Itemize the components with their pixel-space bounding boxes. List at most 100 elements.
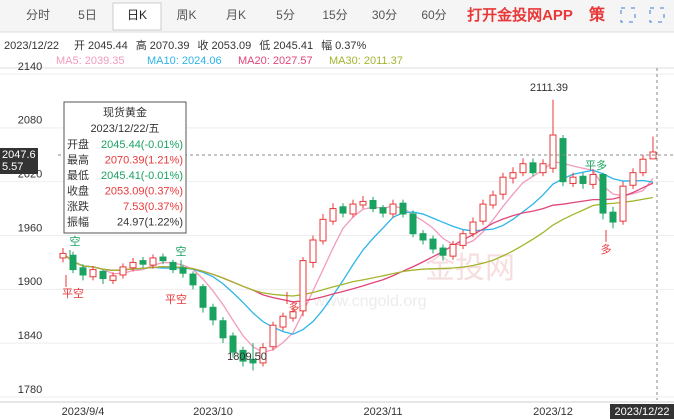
ma-legend: MA10: 2024.06	[147, 55, 222, 67]
candle-body	[499, 176, 507, 195]
candle-body	[579, 175, 587, 184]
candle-body	[459, 233, 467, 246]
candle-body	[539, 163, 547, 174]
tooltip-value: 2045.41(-0.01%)	[101, 170, 183, 182]
candle-body	[89, 269, 97, 278]
candle-body	[349, 203, 357, 215]
candle-body	[339, 206, 347, 214]
candle-body	[319, 218, 327, 242]
candle-body	[429, 238, 437, 250]
y-tick-label: 2140	[18, 61, 42, 73]
tooltip-value: 2045.44(-0.01%)	[101, 139, 183, 151]
signal-long: 多	[289, 300, 300, 314]
tab[interactable]: 周K	[176, 8, 196, 22]
tab[interactable]: 日K	[127, 8, 147, 22]
candle-body	[279, 315, 287, 328]
info-value: 2070.39	[150, 40, 190, 52]
candle-body	[309, 239, 317, 263]
ma-line	[62, 196, 654, 297]
tab-bg	[63, 3, 112, 30]
tab[interactable]: 5分	[276, 8, 295, 22]
y-tick-label: 1960	[18, 222, 42, 234]
candle-body	[419, 233, 427, 241]
tab[interactable]: 60分	[421, 8, 446, 22]
tab[interactable]: 30分	[372, 8, 397, 22]
ma-name: MA10	[147, 55, 176, 67]
ma-value: 2027.57	[273, 55, 313, 67]
info-value: 0.37%	[335, 40, 366, 52]
signal-close-short: 平空	[62, 286, 84, 300]
fullscreen-icon[interactable]	[620, 7, 636, 23]
candle-body	[139, 260, 147, 265]
y-tick-label: 1840	[18, 330, 42, 342]
tab[interactable]: 15分	[322, 8, 347, 22]
candle-body	[609, 211, 617, 223]
candle-body	[489, 194, 497, 206]
info-value: 2053.09	[212, 40, 252, 52]
tooltip-value: 24.97(1.22%)	[117, 216, 183, 228]
candle-body	[219, 320, 227, 339]
candle-body	[189, 273, 197, 286]
signal-short-2: 空	[176, 244, 187, 258]
info-label: 高	[136, 38, 147, 52]
candle-body	[559, 138, 567, 183]
x-tick-label: 2023/11	[364, 406, 403, 418]
candle-body	[169, 261, 177, 271]
candle-body	[259, 347, 267, 364]
ma-name: MA20	[238, 55, 267, 67]
ma-legend: MA30: 2011.37	[329, 55, 403, 67]
candle-body	[449, 243, 457, 257]
candle-body	[59, 252, 67, 259]
tab[interactable]: 5日	[78, 8, 97, 22]
tab[interactable]: 分时	[26, 8, 50, 22]
tooltip-title: 现货黄金	[103, 105, 147, 119]
info-value: 2045.44	[88, 40, 128, 52]
y-tick-label: 1900	[18, 276, 42, 288]
candle-body	[409, 213, 417, 235]
candle-body	[69, 254, 77, 271]
tooltip-label: 最高	[67, 152, 89, 166]
promo-link[interactable]: 打开金投网APP	[467, 6, 573, 24]
expand-icon[interactable]	[649, 7, 665, 23]
candle-body	[239, 349, 247, 362]
candle-body	[249, 358, 257, 364]
y-tick-label: 1780	[18, 384, 42, 396]
tab-bg	[212, 3, 260, 30]
tab-bg	[410, 3, 458, 30]
tab-bg	[360, 3, 409, 30]
watermark-url: www.cngold.org	[313, 293, 427, 310]
signal-short: 空	[70, 234, 81, 248]
candle-body	[79, 267, 87, 276]
ma-line	[62, 169, 654, 335]
candle-body	[299, 260, 307, 312]
x-tick-label-bg	[610, 404, 674, 419]
candle-body	[549, 134, 557, 169]
info-label: 开	[74, 40, 85, 52]
candle-body	[639, 158, 647, 174]
tab-bg	[261, 3, 310, 30]
candle-body	[179, 267, 187, 274]
candle-body	[509, 172, 517, 179]
candle-body	[599, 173, 607, 214]
candle-body	[619, 185, 627, 222]
candle-body	[569, 176, 577, 184]
tab[interactable]: 月K	[226, 8, 246, 22]
tooltip-box	[63, 101, 187, 234]
tooltip-value: 2053.09(0.37%)	[105, 185, 183, 197]
ma-value: 2011.37	[364, 55, 403, 67]
tooltip-label: 涨跌	[67, 199, 89, 213]
candle-body	[519, 163, 527, 174]
strategy-button[interactable]: 策	[588, 5, 606, 24]
ma-value: 2039.35	[85, 55, 125, 67]
tooltip-value: 7.53(0.37%)	[123, 201, 183, 213]
candle-body	[529, 162, 537, 174]
ma-value: 2024.06	[182, 55, 222, 67]
info-value: 2045.41	[273, 40, 313, 52]
signal-close-short-2: 平空	[165, 292, 187, 306]
candle-body	[129, 261, 137, 269]
candle-body	[469, 221, 477, 235]
candle-body	[269, 324, 277, 348]
x-tick-label: 2023/12/22	[614, 406, 669, 418]
y-tick-label: 2080	[18, 115, 42, 127]
candle-body	[199, 286, 207, 308]
